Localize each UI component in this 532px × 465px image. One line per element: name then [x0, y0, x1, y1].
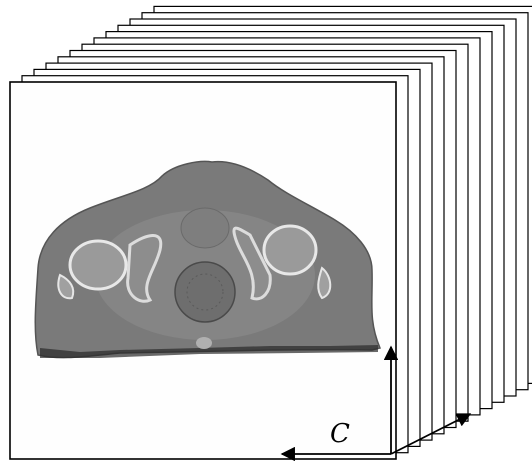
- left-femoral-head: [68, 239, 128, 291]
- table-shadow: [40, 345, 378, 358]
- right-acetabulum: [232, 226, 272, 301]
- coccyx: [196, 337, 212, 349]
- right-trochanter: [317, 266, 332, 300]
- central-organ-texture: [186, 273, 224, 311]
- upper-bowel: [180, 207, 230, 249]
- ct-scan-cross-section: [34, 160, 382, 359]
- left-trochanter: [57, 273, 75, 300]
- right-femoral-head: [262, 224, 318, 276]
- axis-label-c: C: [330, 419, 350, 449]
- left-acetabulum: [126, 234, 163, 303]
- depth-axis-arrow: [390, 413, 472, 455]
- central-organ: [174, 261, 236, 323]
